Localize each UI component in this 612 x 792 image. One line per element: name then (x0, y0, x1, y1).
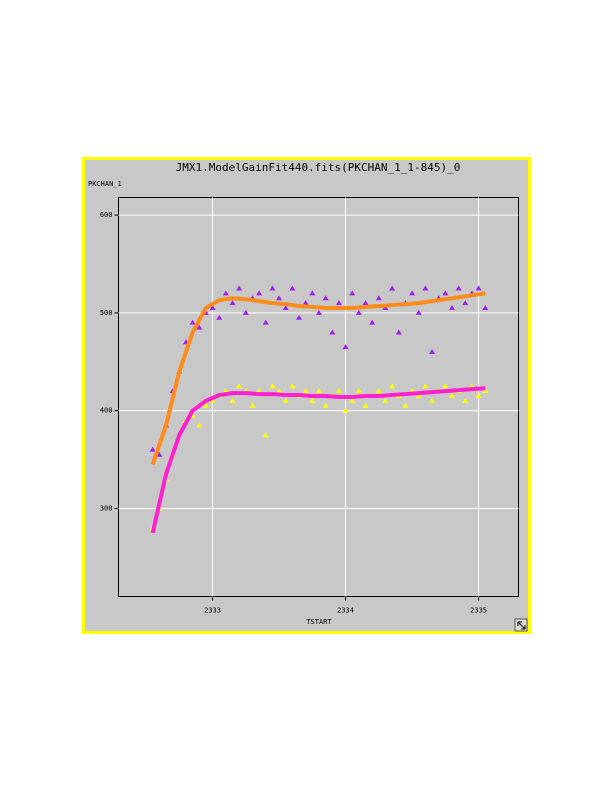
data-point (269, 285, 276, 291)
data-point (196, 422, 203, 428)
y-tick-label: 500 (100, 309, 113, 317)
data-point (315, 309, 322, 315)
data-point (462, 300, 469, 306)
data-point (289, 285, 296, 291)
data-point (229, 300, 236, 306)
data-point (462, 397, 469, 403)
data-point (349, 397, 356, 403)
fit-line (150, 386, 486, 534)
data-point (296, 314, 303, 320)
data-point (222, 290, 229, 296)
data-point (309, 397, 316, 403)
data-point (482, 388, 489, 394)
data-point (382, 397, 389, 403)
data-point (249, 402, 256, 408)
data-point (475, 285, 482, 291)
data-point (342, 344, 349, 350)
data-point (355, 309, 362, 315)
fit-line (150, 291, 486, 466)
data-point (415, 393, 422, 399)
data-point (415, 309, 422, 315)
data-point (149, 446, 156, 452)
data-point (482, 305, 489, 311)
x-axis-label: TSTART (306, 618, 332, 626)
data-point (322, 402, 329, 408)
data-point (216, 314, 223, 320)
data-point (389, 383, 396, 389)
data-point (256, 388, 263, 394)
data-point (329, 329, 336, 335)
data-point (282, 397, 289, 403)
data-point (202, 402, 209, 408)
data-point (209, 305, 216, 311)
data-point (276, 295, 283, 301)
data-point (375, 388, 382, 394)
data-point (335, 388, 342, 394)
data-point (322, 295, 329, 301)
x-tick-label: 2335 (470, 607, 487, 615)
data-point (289, 383, 296, 389)
data-point (282, 305, 289, 311)
data-point (196, 324, 203, 330)
data-point (269, 383, 276, 389)
data-point (335, 300, 342, 306)
data-point (189, 319, 196, 325)
data-point (402, 402, 409, 408)
data-point (309, 290, 316, 296)
data-point (302, 300, 309, 306)
data-point (395, 329, 402, 335)
y-tick-label: 300 (100, 504, 113, 512)
y-axis-label: PKCHAN_1 (88, 180, 122, 188)
data-point (369, 319, 376, 325)
data-point (429, 397, 436, 403)
data-point (302, 388, 309, 394)
data-point (342, 407, 349, 413)
data-point (256, 290, 263, 296)
chart-title: JMX1.ModelGainFit440.fits(PKCHAN_1_1-845… (176, 161, 461, 174)
data-point (349, 290, 356, 296)
data-point (448, 305, 455, 311)
y-tick-label: 400 (100, 407, 113, 415)
data-point (315, 388, 322, 394)
data-point (262, 319, 269, 325)
data-point (276, 388, 283, 394)
data-point (422, 383, 429, 389)
data-point (242, 309, 249, 315)
data-point (442, 383, 449, 389)
data-point (355, 388, 362, 394)
data-point (455, 285, 462, 291)
data-point (409, 290, 416, 296)
y-tick-label: 600 (100, 211, 113, 219)
data-point (236, 383, 243, 389)
data-point (362, 300, 369, 306)
data-point (389, 285, 396, 291)
data-point (209, 397, 216, 403)
data-point (422, 285, 429, 291)
data-point (468, 383, 475, 389)
resize-arrow[interactable] (517, 621, 526, 630)
data-point (442, 290, 449, 296)
x-tick-label: 2333 (204, 607, 221, 615)
x-tick-label: 2334 (337, 607, 354, 615)
data-point (262, 432, 269, 438)
data-point (375, 295, 382, 301)
data-point (475, 393, 482, 399)
data-point (229, 397, 236, 403)
resize-icon[interactable] (514, 618, 528, 632)
data-point (236, 285, 243, 291)
data-point (429, 349, 436, 355)
data-point (362, 402, 369, 408)
data-point (448, 393, 455, 399)
